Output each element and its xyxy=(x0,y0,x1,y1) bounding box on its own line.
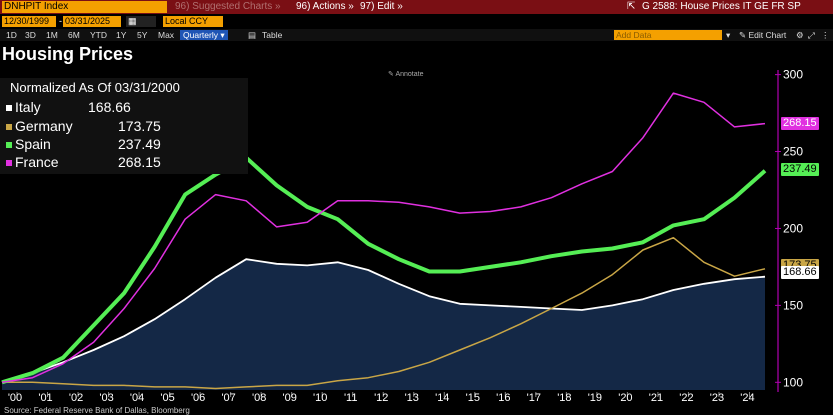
x-tick-label: '08 xyxy=(252,392,266,404)
legend-item-germany[interactable]: Germany 173.75 xyxy=(6,118,161,134)
x-tick-label: '03 xyxy=(99,392,113,404)
x-tick-label: '02 xyxy=(69,392,83,404)
edit-menu[interactable]: 97) Edit » xyxy=(360,1,403,12)
actions-menu[interactable]: 96) Actions » xyxy=(296,1,354,12)
dropdown-icon[interactable]: ▾ xyxy=(726,30,731,40)
y-tick-label: 200 xyxy=(783,221,803,235)
chart-title: Housing Prices xyxy=(2,44,134,64)
period-tab[interactable]: 1M xyxy=(46,30,58,40)
x-tick-label: '12 xyxy=(374,392,388,404)
fullscreen-icon[interactable]: ⤢ xyxy=(808,30,815,40)
annotate-icon: ✎ xyxy=(388,71,396,78)
x-tick-label: '16 xyxy=(496,392,510,404)
x-tick-label: '07 xyxy=(221,392,235,404)
add-data-input[interactable]: Add Data xyxy=(614,30,722,40)
edit-chart-label: Edit Chart xyxy=(748,30,787,40)
x-tick-label: '21 xyxy=(649,392,663,404)
period-tab[interactable]: 5Y xyxy=(137,30,148,40)
legend-swatch xyxy=(6,142,12,149)
table-button[interactable]: Table xyxy=(262,30,283,40)
x-tick-label: '05 xyxy=(160,392,174,404)
more-icon[interactable]: ⋮ xyxy=(821,30,830,40)
chevron-down-icon: ▾ xyxy=(220,30,225,40)
legend-swatch xyxy=(6,105,12,112)
legend-value: 173.75 xyxy=(118,118,161,134)
legend-name: France xyxy=(15,154,59,170)
france-last-value-tag: 268.15 xyxy=(781,117,819,130)
period-tab[interactable]: 6M xyxy=(68,30,80,40)
legend-value: 268.15 xyxy=(118,154,161,170)
series-line-spain xyxy=(1,155,767,385)
legend-item-spain[interactable]: Spain 237.49 xyxy=(6,136,161,152)
legend-item-italy[interactable]: Italy 168.66 xyxy=(6,99,131,115)
end-date-field[interactable]: 03/31/2025 xyxy=(63,16,121,27)
x-tick-label: '10 xyxy=(313,392,327,404)
source-note: Source: Federal Reserve Bank of Dallas, … xyxy=(4,406,190,415)
legend: Normalized As Of 03/31/2000 Italy 168.66 … xyxy=(0,78,248,174)
series-line-germany xyxy=(2,236,766,390)
x-tick-label: '20 xyxy=(618,392,632,404)
legend-name: Germany xyxy=(15,118,73,134)
spain-last-value-tag: 237.49 xyxy=(781,163,819,176)
x-tick-label: '18 xyxy=(557,392,571,404)
chart-id-label: G 2588: House Prices IT GE FR SP xyxy=(642,1,801,12)
legend-normalized-label: Normalized As Of 03/31/2000 xyxy=(10,80,180,95)
export-icon[interactable]: ⇱ xyxy=(627,1,636,12)
period-tab[interactable]: 1D xyxy=(6,30,17,40)
period-tab[interactable]: 1Y xyxy=(116,30,127,40)
x-tick-label: '11 xyxy=(344,392,358,404)
legend-item-france[interactable]: France 268.15 xyxy=(6,154,161,170)
edit-chart-button[interactable]: ✎ Edit Chart xyxy=(739,30,786,40)
area-italy xyxy=(2,259,765,390)
annotate-label: Annotate xyxy=(395,71,424,78)
frequency-label: Quarterly xyxy=(183,30,218,40)
annotate-button[interactable]: ✎ Annotate xyxy=(388,70,423,78)
x-tick-label: '13 xyxy=(405,392,419,404)
pencil-icon: ✎ xyxy=(739,30,749,40)
x-tick-label: '01 xyxy=(38,392,52,404)
x-tick-label: '09 xyxy=(283,392,297,404)
y-tick-label: 150 xyxy=(783,298,803,312)
period-tab[interactable]: 3D xyxy=(25,30,36,40)
series-line-italy xyxy=(1,258,766,384)
x-tick-label: '19 xyxy=(588,392,602,404)
legend-name: Spain xyxy=(15,136,51,152)
top-toolbar xyxy=(0,0,833,14)
y-tick-label: 250 xyxy=(783,145,803,159)
x-tick-label: '06 xyxy=(191,392,205,404)
x-tick-label: '14 xyxy=(435,392,449,404)
legend-value: 168.66 xyxy=(88,99,131,115)
y-tick-label: 100 xyxy=(783,375,803,389)
table-icon[interactable]: ▤ xyxy=(248,30,257,40)
date-separator: - xyxy=(59,16,62,26)
suggested-charts-menu[interactable]: 96) Suggested Charts » xyxy=(175,1,281,12)
x-tick-label: '04 xyxy=(130,392,144,404)
settings-icon[interactable]: ⚙ xyxy=(796,30,804,40)
start-date-field[interactable]: 12/30/1999 xyxy=(2,16,56,27)
y-tick-label: 300 xyxy=(783,68,803,82)
legend-swatch xyxy=(6,124,12,131)
legend-value: 237.49 xyxy=(118,136,161,152)
period-tab[interactable]: Max xyxy=(158,30,175,40)
x-tick-label: '15 xyxy=(466,392,480,404)
x-tick-label: '23 xyxy=(710,392,724,404)
calendar-icon[interactable]: ▦ xyxy=(126,16,156,27)
x-tick-label: '24 xyxy=(740,392,754,404)
x-tick-label: '17 xyxy=(527,392,541,404)
ticker-field[interactable]: DNHPIT Index xyxy=(2,1,167,13)
currency-field[interactable]: Local CCY xyxy=(163,16,223,27)
series-line-france xyxy=(1,92,766,384)
frequency-dropdown[interactable]: Quarterly ▾ xyxy=(180,30,228,40)
x-tick-label: '00 xyxy=(8,392,22,404)
x-tick-label: '22 xyxy=(679,392,693,404)
legend-name: Italy xyxy=(15,99,41,115)
legend-swatch xyxy=(6,160,12,167)
period-tab[interactable]: YTD xyxy=(90,30,107,40)
italy-last-value-tag: 168.66 xyxy=(781,266,819,279)
